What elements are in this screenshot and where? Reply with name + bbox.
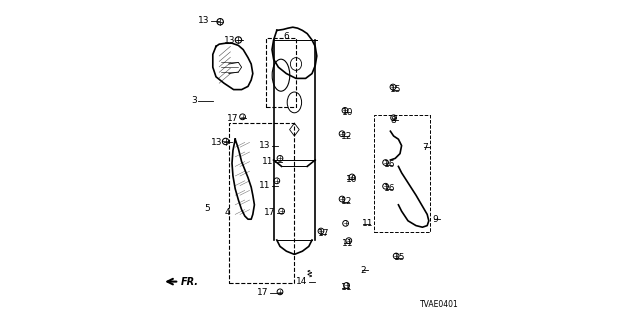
Bar [229, 123, 294, 283]
Text: 16: 16 [384, 184, 396, 193]
Text: 11: 11 [342, 239, 354, 248]
Text: 17: 17 [264, 208, 275, 217]
Text: 13: 13 [211, 138, 223, 147]
Text: 8: 8 [390, 116, 396, 124]
Text: 14: 14 [296, 277, 307, 286]
Text: 13: 13 [198, 16, 210, 25]
Text: FR.: FR. [181, 276, 199, 287]
Text: 13: 13 [224, 36, 236, 44]
Text: 9: 9 [432, 215, 438, 224]
Text: 11: 11 [259, 181, 270, 190]
Text: 17: 17 [319, 229, 330, 238]
Text: 4: 4 [225, 208, 230, 217]
Text: 10: 10 [346, 175, 357, 184]
Text: 2: 2 [360, 266, 365, 275]
Text: 15: 15 [390, 85, 402, 94]
Bar [374, 115, 430, 232]
Bar [266, 38, 296, 107]
Text: 10: 10 [342, 108, 354, 116]
Text: 6: 6 [283, 32, 289, 41]
Text: 11: 11 [262, 157, 274, 166]
Text: 12: 12 [340, 132, 352, 140]
Text: 11: 11 [340, 284, 352, 292]
Text: 17: 17 [227, 114, 239, 123]
Text: 15: 15 [394, 253, 405, 262]
Text: 16: 16 [384, 160, 396, 169]
Text: 17: 17 [257, 288, 269, 297]
Text: 5: 5 [204, 204, 210, 212]
Text: 11: 11 [362, 220, 373, 228]
Text: 13: 13 [259, 141, 270, 150]
Text: 12: 12 [340, 197, 352, 206]
Text: 7: 7 [422, 143, 428, 152]
Text: TVAE0401: TVAE0401 [420, 300, 460, 309]
Text: 3: 3 [191, 96, 197, 105]
